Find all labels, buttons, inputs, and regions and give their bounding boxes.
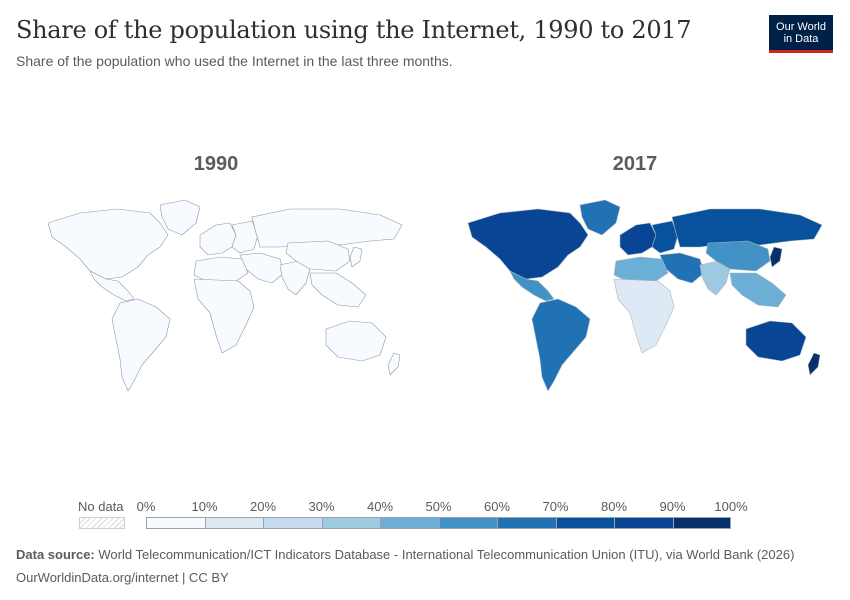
country-region-europe-west-2017[interactable] (619, 222, 657, 256)
data-source-text: World Telecommunication/ICT Indicators D… (98, 547, 795, 562)
country-region-australia-1990[interactable] (325, 320, 387, 362)
world-map-2017[interactable] (430, 195, 835, 400)
legend-bin[interactable] (438, 517, 497, 529)
country-region-china-1990[interactable] (285, 240, 351, 272)
data-source-label: Data source: (16, 547, 95, 562)
country-region-greenland-2017[interactable] (579, 199, 621, 236)
legend-bin[interactable] (555, 517, 614, 529)
country-region-middle-east-1990[interactable] (239, 252, 285, 284)
legend-bin[interactable] (380, 517, 439, 529)
no-data-swatch[interactable] (79, 517, 125, 529)
legend-tick-label: 40% (366, 499, 394, 514)
owid-logo[interactable]: Our World in Data (769, 15, 833, 53)
legend-bin[interactable] (263, 517, 322, 529)
world-map-1990[interactable] (10, 195, 415, 400)
country-region-southeast-asia-2017[interactable] (729, 272, 787, 308)
source-url[interactable]: OurWorldinData.org/internet | CC BY (16, 570, 229, 585)
legend-tick-label: 30% (308, 499, 335, 514)
country-region-south-america-1990[interactable] (111, 298, 171, 392)
legend-tick-label: 70% (542, 499, 569, 514)
legend-tick-label: 50% (425, 499, 452, 514)
country-region-europe-west-1990[interactable] (199, 222, 237, 256)
legend-bin[interactable] (204, 517, 263, 529)
country-region-africa-north-2017[interactable] (613, 256, 669, 284)
country-region-africa-sub-1990[interactable] (193, 278, 255, 354)
map-label-2017: 2017 (612, 153, 658, 175)
country-region-russia-2017[interactable] (671, 208, 823, 248)
data-source: Data source: World Telecommunication/ICT… (16, 547, 794, 562)
legend-tick-label: 100% (714, 499, 748, 514)
country-region-north-america-1990[interactable] (47, 208, 169, 280)
legend-tick-label: 90% (659, 499, 686, 514)
chart-subtitle: Share of the population who used the Int… (16, 53, 453, 69)
legend-tick-label: 20% (249, 499, 277, 514)
legend-bin[interactable] (321, 517, 380, 529)
country-region-central-america-1990[interactable] (89, 270, 135, 302)
country-region-japan-2017[interactable] (769, 246, 783, 268)
legend-tick-label: 10% (191, 499, 218, 514)
country-region-new-zealand-1990[interactable] (387, 352, 401, 376)
country-region-russia-1990[interactable] (251, 208, 403, 248)
legend-bin[interactable] (146, 517, 205, 529)
country-region-central-america-2017[interactable] (509, 270, 555, 302)
chart-title: Share of the population using the Intern… (16, 16, 692, 44)
color-legend: No data 0% 10% 20% 30% 40% 50% 60% 70% 80% 90% 100… (0, 495, 850, 535)
country-region-europe-east-2017[interactable] (651, 220, 679, 254)
legend-tick-label: 0% (136, 499, 156, 514)
country-region-south-america-2017[interactable] (531, 298, 591, 392)
legend-tick-label: 60% (483, 499, 511, 514)
country-region-north-america-2017[interactable] (467, 208, 589, 280)
no-data-label: No data (78, 499, 124, 514)
country-region-australia-2017[interactable] (745, 320, 807, 362)
legend-bin[interactable] (672, 517, 731, 529)
legend-bin[interactable] (497, 517, 556, 529)
logo-line-2: in Data (783, 32, 819, 45)
country-region-africa-sub-2017[interactable] (613, 278, 675, 354)
country-region-southeast-asia-1990[interactable] (309, 272, 367, 308)
country-region-new-zealand-2017[interactable] (807, 352, 821, 376)
map-label-1990: 1990 (193, 153, 239, 175)
legend-tick-label: 80% (600, 499, 628, 514)
country-region-europe-east-1990[interactable] (231, 220, 259, 254)
country-region-greenland-1990[interactable] (159, 199, 201, 236)
country-region-china-2017[interactable] (705, 240, 771, 272)
country-region-middle-east-2017[interactable] (659, 252, 705, 284)
logo-line-1: Our World (776, 20, 826, 33)
country-region-japan-1990[interactable] (349, 246, 363, 268)
legend-bin[interactable] (614, 517, 673, 529)
country-region-africa-north-1990[interactable] (193, 256, 249, 284)
